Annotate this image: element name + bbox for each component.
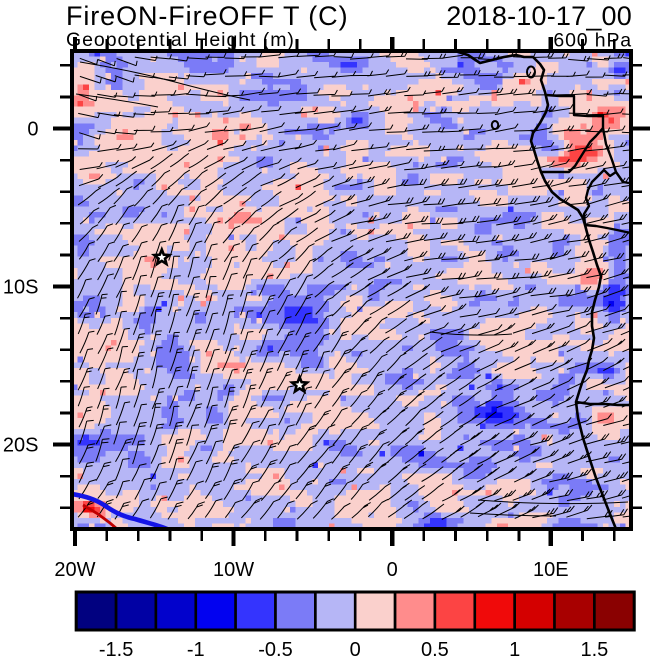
svg-text:10S: 10S — [3, 277, 39, 299]
svg-text:10E: 10E — [533, 559, 569, 581]
svg-text:-0.5: -0.5 — [258, 639, 292, 661]
svg-text:2018-10-17_00: 2018-10-17_00 — [446, 1, 632, 31]
svg-text:1.5: 1.5 — [580, 639, 608, 661]
svg-text:FireON-FireOFF T (C): FireON-FireOFF T (C) — [66, 1, 348, 31]
svg-text:-1.5: -1.5 — [99, 639, 133, 661]
svg-text:Geopotential Height (m): Geopotential Height (m) — [66, 29, 295, 51]
svg-text:20W: 20W — [54, 559, 95, 581]
svg-text:10W: 10W — [213, 559, 254, 581]
svg-text:0: 0 — [350, 639, 361, 661]
svg-text:0: 0 — [387, 559, 398, 581]
svg-text:1: 1 — [509, 639, 520, 661]
svg-text:20S: 20S — [3, 435, 39, 457]
svg-text:0: 0 — [27, 119, 38, 141]
svg-text:0.5: 0.5 — [421, 639, 449, 661]
svg-text:600 hPa: 600 hPa — [553, 30, 632, 52]
svg-text:-1: -1 — [187, 639, 205, 661]
